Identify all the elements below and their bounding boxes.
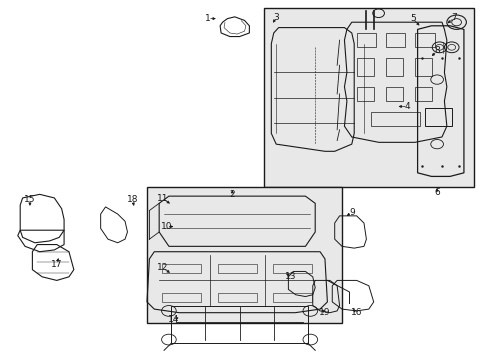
Text: 15: 15 [24, 195, 36, 204]
Bar [424, 108, 451, 126]
Text: 6: 6 [433, 188, 439, 197]
Text: 2: 2 [229, 190, 235, 199]
Bar [356, 33, 375, 47]
Bar [356, 58, 373, 76]
Bar [162, 264, 201, 273]
Text: 3: 3 [273, 13, 279, 22]
Bar [385, 58, 402, 76]
Bar [272, 264, 311, 273]
Text: 10: 10 [161, 222, 172, 231]
Bar [264, 8, 473, 187]
Bar [162, 293, 201, 302]
Text: 9: 9 [348, 208, 354, 217]
Bar [171, 306, 307, 343]
Text: 19: 19 [319, 308, 330, 317]
Text: 8: 8 [433, 46, 439, 55]
Text: 7: 7 [450, 13, 456, 22]
Text: 13: 13 [285, 271, 296, 280]
Bar [217, 293, 256, 302]
Text: 18: 18 [126, 195, 138, 204]
Text: 14: 14 [168, 315, 179, 324]
Bar [414, 33, 434, 47]
Bar [272, 293, 311, 302]
Text: 12: 12 [157, 264, 168, 273]
Bar [370, 112, 419, 126]
Text: 11: 11 [157, 194, 168, 203]
Bar [414, 87, 431, 101]
Text: 1: 1 [204, 14, 210, 23]
Bar [414, 58, 431, 76]
Text: 16: 16 [350, 308, 362, 317]
Bar [147, 187, 341, 323]
Bar [385, 87, 402, 101]
Bar [356, 87, 373, 101]
Text: 17: 17 [51, 260, 62, 269]
Text: 5: 5 [409, 14, 415, 23]
Text: 4: 4 [404, 102, 410, 111]
Bar [385, 33, 405, 47]
Bar [217, 264, 256, 273]
